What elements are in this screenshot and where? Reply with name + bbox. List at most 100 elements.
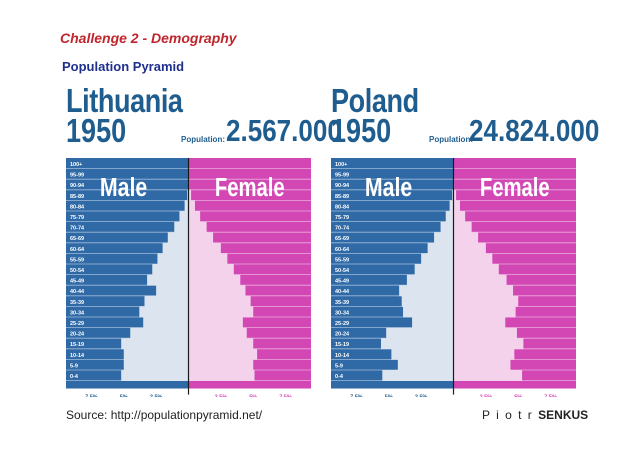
x-tick-label: 2.5%	[150, 395, 163, 397]
female-bar	[188, 221, 207, 233]
female-bar	[453, 264, 499, 275]
age-group-label: 25-29	[70, 321, 84, 327]
age-group-label: 55-59	[70, 257, 84, 263]
population-label: Population:	[181, 135, 225, 144]
age-group-label: 70-74	[70, 226, 85, 232]
age-group-label: 65-69	[335, 236, 349, 242]
x-tick-label: 7.5%	[279, 395, 292, 397]
age-group-label: 75-79	[335, 215, 349, 221]
male-bar	[162, 242, 189, 254]
age-group-label: 60-64	[335, 247, 350, 253]
age-group-label: 5-9	[70, 363, 78, 369]
age-group-label: 20-24	[335, 332, 350, 338]
age-group-label: 0-4	[70, 374, 79, 380]
male-bar	[440, 221, 454, 233]
population-pyramid-chart: 100+ 95-99 90-94 85-89 80-84 75-79 70-74 65-69 6…	[66, 158, 311, 397]
male-bar	[121, 370, 189, 381]
x-tick-label: 2.5%	[415, 395, 428, 397]
age-group-label: 40-44	[70, 289, 85, 295]
male-bar	[386, 327, 454, 339]
age-group-label: 5-9	[335, 363, 343, 369]
female-bar	[188, 295, 251, 307]
female-bar	[453, 348, 515, 360]
author-first-name: P i o t r	[482, 408, 534, 422]
male-bar	[139, 306, 189, 318]
female-bar	[453, 200, 460, 212]
country-name: Poland	[331, 82, 419, 119]
population-value: 24.824.000	[469, 113, 600, 148]
female-bar	[453, 285, 514, 297]
male-bar	[412, 317, 454, 328]
age-group-label: 100+	[335, 162, 347, 168]
age-group-label: 45-49	[70, 279, 84, 285]
male-bar	[434, 232, 454, 244]
x-tick-label: 5%	[249, 395, 257, 397]
age-group-label: 30-34	[70, 310, 85, 316]
female-bar	[453, 295, 519, 307]
female-bar	[188, 285, 246, 297]
male-bar	[452, 189, 454, 201]
female-bar	[188, 338, 254, 350]
age-group-label: 35-39	[335, 300, 349, 306]
age-group-label: 95-99	[70, 173, 84, 179]
male-bar	[184, 200, 189, 212]
male-bar	[427, 242, 454, 254]
female-bar	[188, 242, 221, 254]
female-bar	[188, 359, 254, 371]
pyramid-panel-poland: Poland 1950 Population: 24.824.000 100+ 9…	[331, 82, 599, 397]
male-bar	[130, 327, 189, 339]
female-bar	[453, 327, 517, 339]
age-group-label: 35-39	[70, 300, 84, 306]
female-bar	[453, 370, 523, 381]
male-bar	[445, 211, 454, 222]
male-bar	[399, 285, 454, 297]
male-bar	[143, 317, 189, 328]
female-bar	[453, 306, 516, 318]
age-group-label: 45-49	[335, 279, 349, 285]
male-bar	[381, 338, 454, 350]
age-group-label: 15-19	[335, 342, 349, 348]
male-bar	[152, 264, 189, 275]
female-bar	[188, 317, 243, 328]
age-group-label: 75-79	[70, 215, 84, 221]
age-group-label: 50-54	[335, 268, 350, 274]
female-bar	[453, 317, 506, 328]
female-bar	[188, 306, 254, 318]
author-last-name: SENKUS	[538, 408, 589, 422]
slide-subtitle: Population Pyramid	[62, 59, 185, 74]
female-bar	[188, 327, 247, 339]
age-group-label: 90-94	[70, 183, 85, 189]
female-bar	[188, 264, 234, 275]
x-tick-label: 5%	[385, 395, 393, 397]
female-bar	[188, 370, 255, 381]
female-bar	[453, 338, 524, 350]
year-label: 1950	[66, 112, 127, 149]
age-group-label: 100+	[70, 162, 82, 168]
female-bar	[453, 189, 457, 201]
age-group-label: 80-84	[70, 204, 85, 210]
legend-female: Female	[480, 173, 550, 202]
female-bar	[188, 253, 228, 265]
age-group-label: 40-44	[335, 289, 350, 295]
age-group-label: 50-54	[70, 268, 85, 274]
male-bar	[403, 306, 454, 318]
male-bar	[397, 359, 454, 371]
age-group-label: 10-14	[335, 353, 350, 359]
female-bar	[453, 242, 486, 254]
legend-male: Male	[100, 173, 147, 203]
age-group-label: 30-34	[335, 310, 350, 316]
male-bar	[121, 338, 189, 350]
male-bar	[179, 211, 189, 222]
male-bar	[144, 295, 189, 307]
x-tick-label: 5%	[120, 395, 128, 397]
male-bar	[187, 189, 189, 201]
female-bar	[188, 211, 201, 222]
age-group-label: 20-24	[70, 332, 85, 338]
male-bar	[401, 295, 454, 307]
male-bar	[406, 274, 454, 286]
population-value: 2.567.000	[226, 113, 342, 148]
male-bar	[147, 274, 189, 286]
male-bar	[382, 370, 454, 381]
female-bar	[453, 253, 493, 265]
legend-female: Female	[215, 173, 285, 202]
